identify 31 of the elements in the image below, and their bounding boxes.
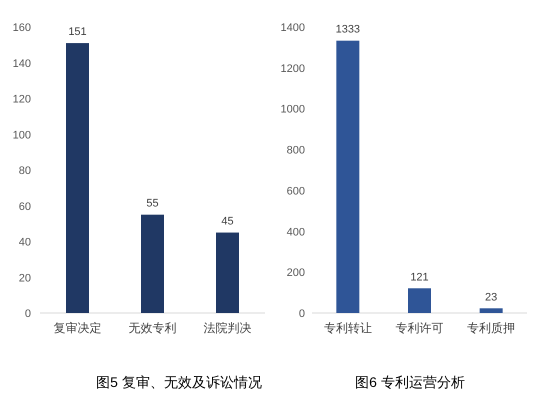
y-tick-label: 200	[286, 267, 305, 280]
y-tick-label: 100	[12, 129, 31, 142]
y-tick-label: 40	[18, 236, 31, 248]
y-tick-label: 1200	[280, 62, 305, 75]
title: 图5 复审、无效及诉讼情况	[96, 374, 262, 390]
y-tick-label: 400	[286, 226, 305, 238]
x-tick-label: 复审决定	[54, 321, 102, 335]
y-tick-label: 1000	[280, 104, 305, 116]
data-label: 23	[485, 291, 498, 304]
y-tick-label: 80	[18, 165, 31, 177]
data-label: 55	[146, 198, 159, 210]
x-tick-label: 无效专利	[128, 321, 176, 335]
y-tick-label: 0	[24, 308, 31, 320]
x-tick-label: 法院判决	[204, 321, 252, 335]
y-tick-label: 800	[286, 144, 305, 157]
y-tick-label: 0	[298, 308, 305, 320]
y-tick-label: 600	[286, 185, 305, 198]
x-tick-label: 专利许可	[396, 321, 444, 335]
x-tick-label: 专利质押	[467, 321, 516, 335]
y-tick-label: 60	[18, 200, 31, 213]
data-label: 121	[410, 271, 429, 284]
y-tick-label: 120	[12, 94, 31, 106]
data-label: 45	[221, 216, 234, 228]
x-tick-label: 专利转让	[324, 321, 372, 335]
y-tick-label: 20	[18, 272, 31, 284]
title: 图6 专利运营分析	[355, 374, 465, 390]
y-tick-label: 160	[12, 22, 31, 34]
data-label: 1333	[336, 24, 360, 36]
y-tick-label: 1400	[280, 22, 305, 34]
data-label: 151	[68, 26, 87, 38]
y-tick-label: 140	[12, 58, 31, 70]
